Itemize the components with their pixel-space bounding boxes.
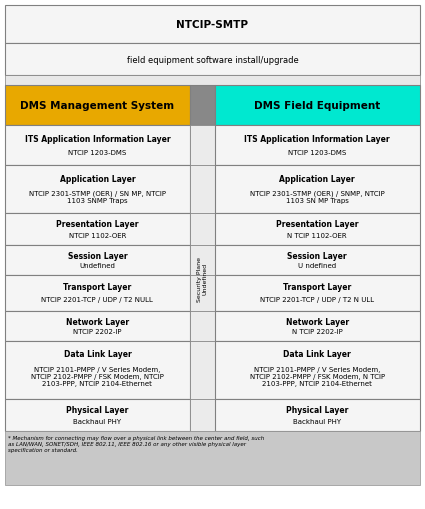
Text: NTCIP-SMTP: NTCIP-SMTP (176, 20, 249, 30)
Text: Session Layer: Session Layer (68, 251, 127, 260)
Bar (215, 166, 420, 214)
Bar (215, 342, 420, 400)
Text: Security Plane
Undefined: Security Plane Undefined (197, 256, 207, 301)
Bar (190, 166, 215, 214)
Text: N TCIP 2202-IP: N TCIP 2202-IP (292, 329, 343, 334)
Bar (5, 275, 190, 312)
Text: Backhaul PHY: Backhaul PHY (293, 418, 341, 423)
Text: Physical Layer: Physical Layer (286, 405, 348, 414)
Text: Backhaul PHY: Backhaul PHY (74, 418, 122, 423)
Text: Application Layer: Application Layer (279, 175, 355, 184)
Text: * Mechanism for connecting may flow over a physical link between the center and : * Mechanism for connecting may flow over… (8, 435, 264, 452)
Bar (5, 312, 190, 342)
Text: NTCIP 2301-STMP (OER) / SN MP, NTCIP
1103 SNMP Traps: NTCIP 2301-STMP (OER) / SN MP, NTCIP 110… (29, 190, 166, 204)
Bar (215, 126, 420, 166)
Text: Application Layer: Application Layer (60, 175, 135, 184)
Bar (190, 312, 215, 342)
Bar (5, 126, 190, 166)
Bar (5, 400, 190, 431)
Text: ITS Application Information Layer: ITS Application Information Layer (25, 134, 170, 144)
Text: NTCIP 1203-DMS: NTCIP 1203-DMS (288, 150, 346, 156)
Bar (5, 214, 190, 246)
Text: Undefined: Undefined (79, 263, 115, 269)
Bar (5, 6, 420, 44)
Bar (5, 166, 190, 214)
Text: N TCIP 1102-OER: N TCIP 1102-OER (287, 232, 347, 238)
Text: Data Link Layer: Data Link Layer (283, 350, 351, 359)
Text: Physical Layer: Physical Layer (66, 405, 129, 414)
Bar (5, 342, 190, 400)
Text: NTCIP 2101-PMPP / V Series Modem,
NTCIP 2102-PMPP / FSK Modem, N TCIP
2103-PPP, : NTCIP 2101-PMPP / V Series Modem, NTCIP … (249, 366, 385, 386)
Text: Transport Layer: Transport Layer (283, 283, 351, 292)
Text: Data Link Layer: Data Link Layer (63, 350, 131, 359)
Text: Transport Layer: Transport Layer (63, 283, 131, 292)
Bar (5, 246, 190, 275)
Text: Network Layer: Network Layer (66, 317, 129, 326)
Text: U ndefined: U ndefined (298, 263, 336, 269)
Text: NTCIP 2101-PMPP / V Series Modem,
NTCIP 2102-PMPP / FSK Modem, NTCIP
2103-PPP, N: NTCIP 2101-PMPP / V Series Modem, NTCIP … (31, 366, 164, 386)
Text: NTCIP 1203-DMS: NTCIP 1203-DMS (68, 150, 127, 156)
Bar (190, 246, 215, 275)
Bar (215, 400, 420, 431)
Text: Network Layer: Network Layer (286, 317, 349, 326)
Text: Presentation Layer: Presentation Layer (56, 220, 139, 229)
Bar (190, 400, 215, 431)
Bar (190, 342, 215, 400)
Text: NTCIP 2201-TCP / UDP / T2 N ULL: NTCIP 2201-TCP / UDP / T2 N ULL (260, 297, 374, 303)
Bar (190, 275, 215, 312)
Text: DMS Field Equipment: DMS Field Equipment (254, 101, 380, 111)
Bar (215, 214, 420, 246)
Bar (215, 246, 420, 275)
Bar (5, 86, 190, 126)
Bar (190, 214, 215, 246)
Bar (215, 86, 420, 126)
Bar (5, 44, 420, 76)
Text: DMS Management System: DMS Management System (20, 101, 174, 111)
Text: NTCIP 1102-OER: NTCIP 1102-OER (69, 232, 126, 238)
Bar (190, 126, 215, 166)
Text: field equipment software install/upgrade: field equipment software install/upgrade (127, 55, 298, 65)
Text: NTCIP 2202-IP: NTCIP 2202-IP (73, 329, 122, 334)
Text: ITS Application Information Layer: ITS Application Information Layer (244, 134, 390, 144)
Bar (215, 275, 420, 312)
Text: Presentation Layer: Presentation Layer (276, 220, 358, 229)
Bar (5, 76, 420, 86)
Text: Session Layer: Session Layer (287, 251, 347, 260)
Bar (5, 431, 420, 485)
Bar (215, 312, 420, 342)
Text: NTCIP 2201-TCP / UDP / T2 NULL: NTCIP 2201-TCP / UDP / T2 NULL (42, 297, 153, 303)
Bar (190, 86, 215, 126)
Text: NTCIP 2301-STMP (OER) / SNMP, NTCIP
1103 SN MP Traps: NTCIP 2301-STMP (OER) / SNMP, NTCIP 1103… (250, 190, 385, 204)
